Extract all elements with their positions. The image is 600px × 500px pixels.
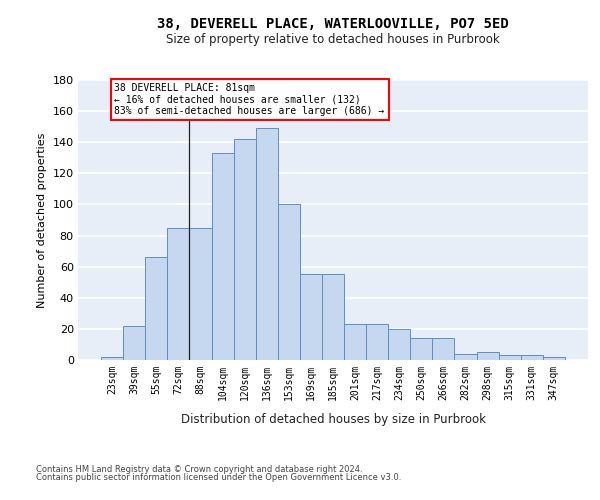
Bar — [145, 258, 167, 360]
Bar — [167, 228, 190, 360]
Bar — [322, 274, 344, 360]
Bar — [543, 357, 565, 360]
Bar — [123, 326, 145, 360]
Bar — [256, 128, 278, 360]
Text: 38, DEVERELL PLACE, WATERLOOVILLE, PO7 5ED: 38, DEVERELL PLACE, WATERLOOVILLE, PO7 5… — [157, 18, 509, 32]
Bar — [278, 204, 300, 360]
Bar — [521, 356, 543, 360]
Bar — [233, 139, 256, 360]
Text: Distribution of detached houses by size in Purbrook: Distribution of detached houses by size … — [181, 412, 485, 426]
Text: Contains public sector information licensed under the Open Government Licence v3: Contains public sector information licen… — [36, 472, 401, 482]
Bar — [344, 324, 366, 360]
Bar — [101, 357, 123, 360]
Bar — [410, 338, 433, 360]
Bar — [388, 329, 410, 360]
Text: 38 DEVERELL PLACE: 81sqm
← 16% of detached houses are smaller (132)
83% of semi-: 38 DEVERELL PLACE: 81sqm ← 16% of detach… — [115, 83, 385, 116]
Bar — [366, 324, 388, 360]
Bar — [476, 352, 499, 360]
Bar — [190, 228, 212, 360]
Y-axis label: Number of detached properties: Number of detached properties — [37, 132, 47, 308]
Bar — [433, 338, 454, 360]
Bar — [454, 354, 476, 360]
Bar — [499, 356, 521, 360]
Bar — [300, 274, 322, 360]
Text: Size of property relative to detached houses in Purbrook: Size of property relative to detached ho… — [166, 32, 500, 46]
Text: Contains HM Land Registry data © Crown copyright and database right 2024.: Contains HM Land Registry data © Crown c… — [36, 465, 362, 474]
Bar — [212, 153, 233, 360]
